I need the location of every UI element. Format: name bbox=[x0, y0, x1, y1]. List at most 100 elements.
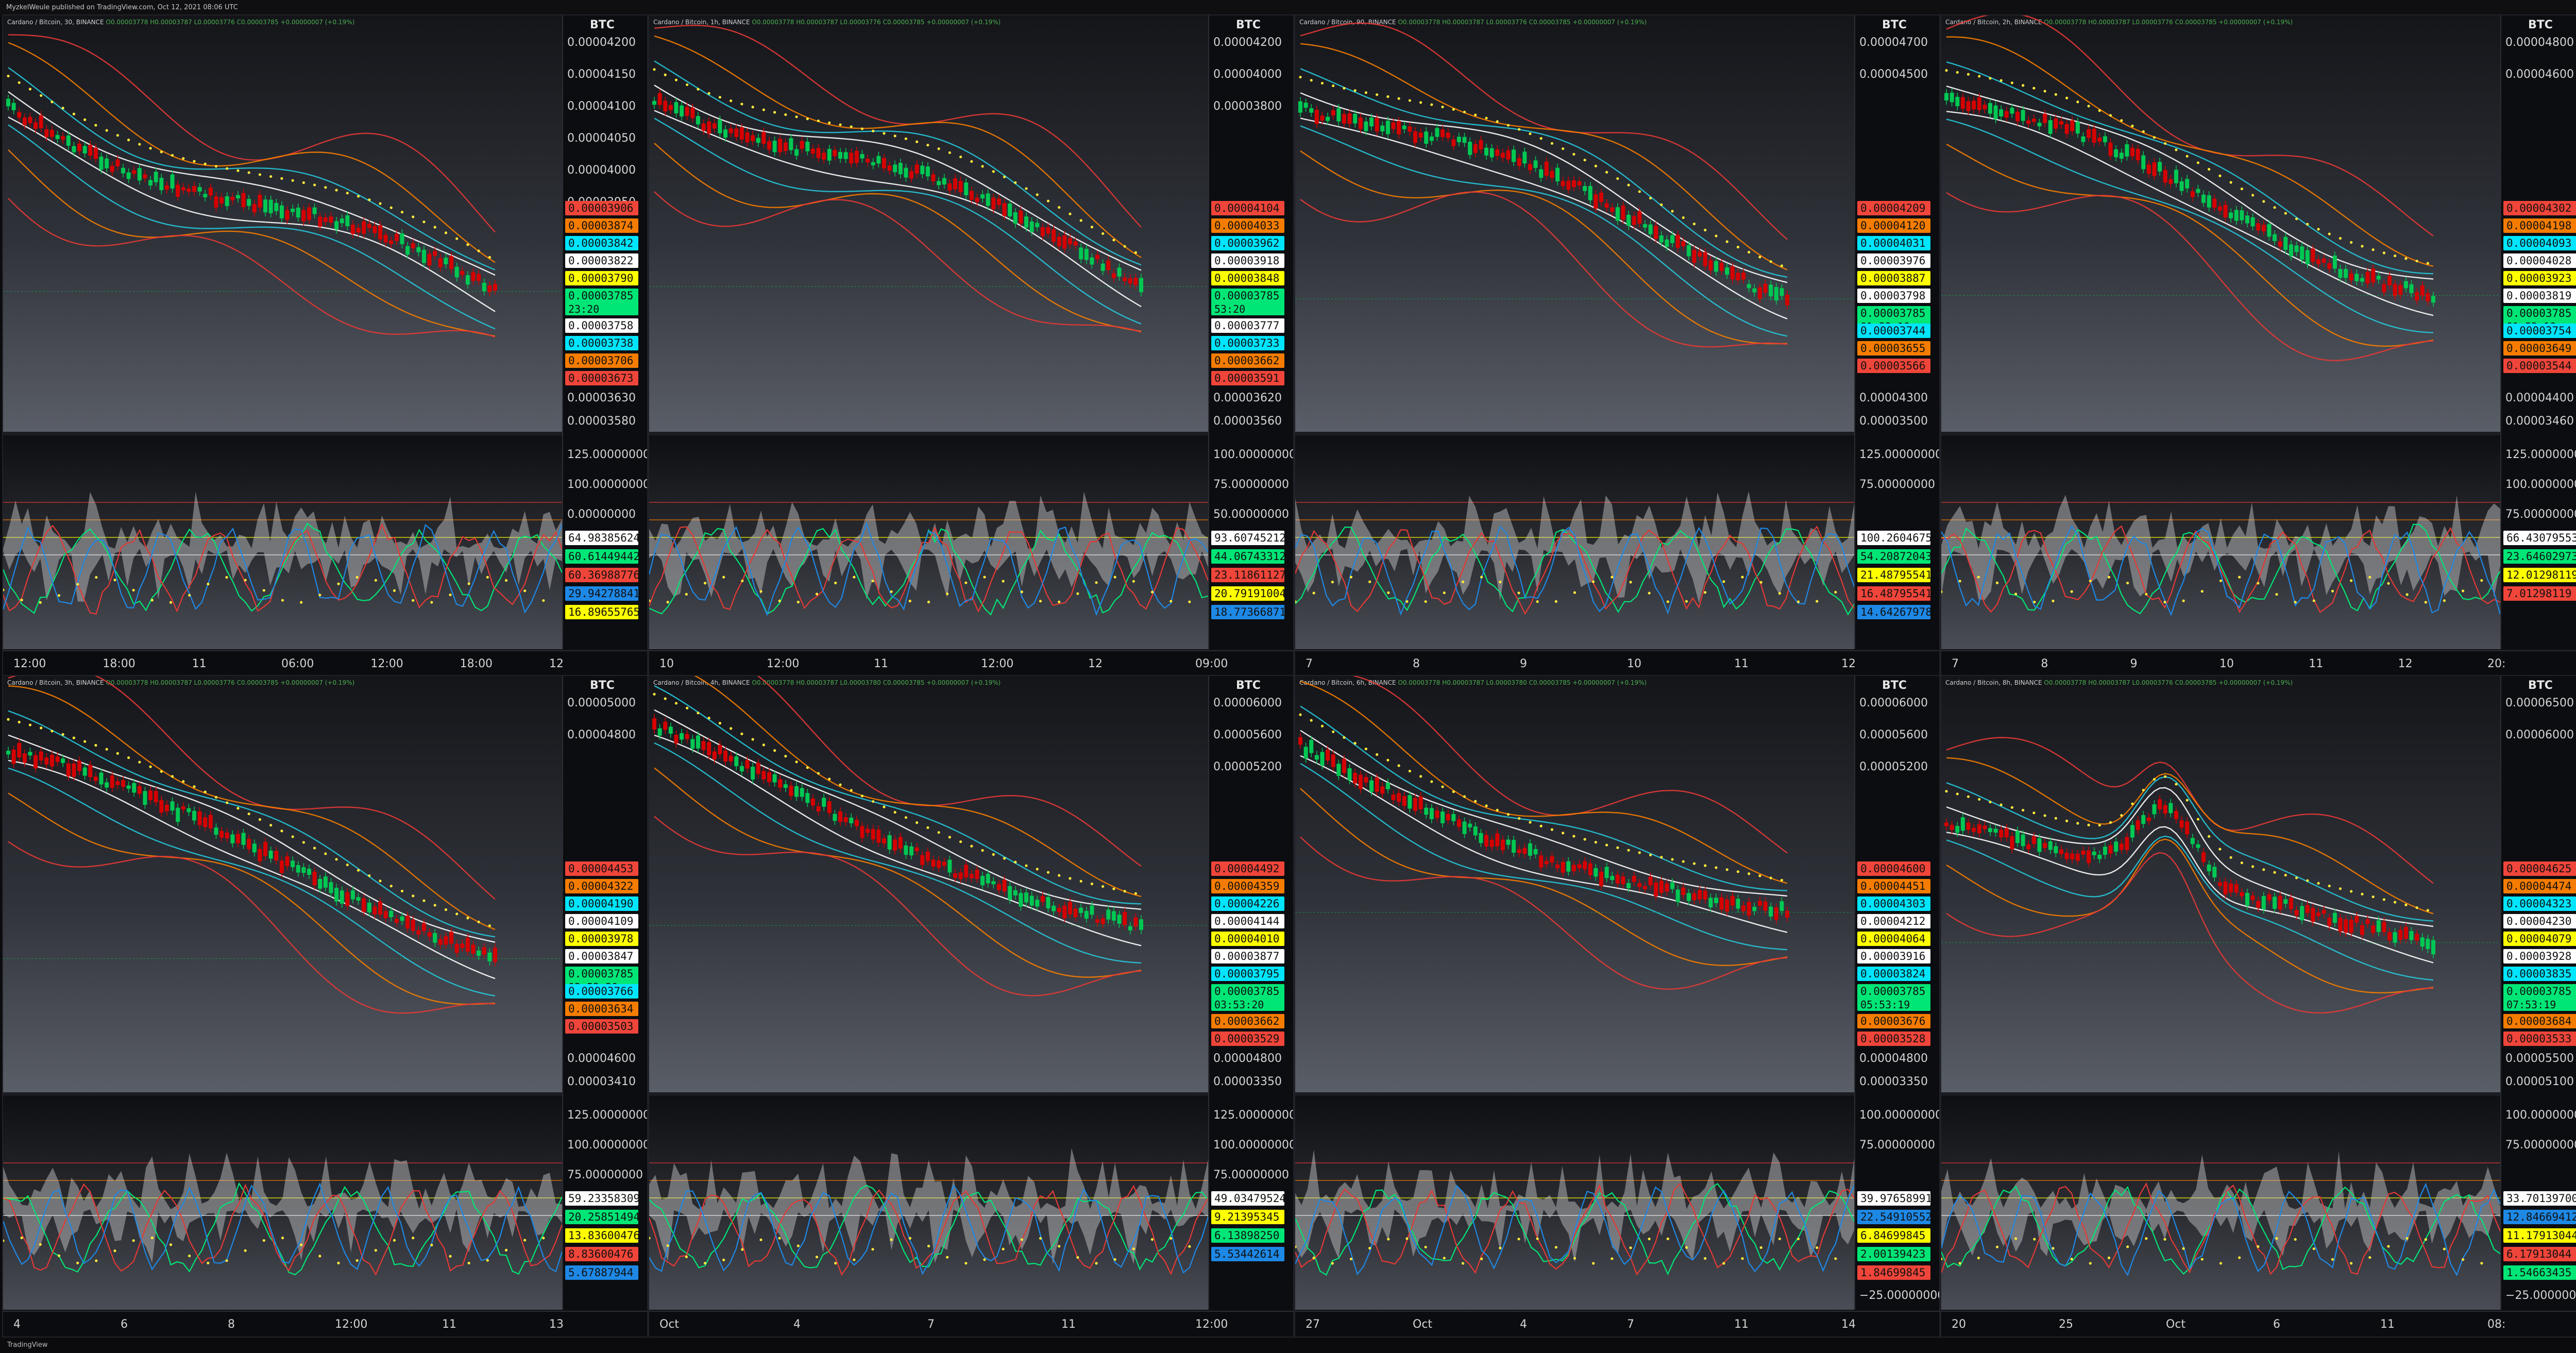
price-axis[interactable]: BTC 0.00004200 0.00004000 0.00003800 0.00003… bbox=[1208, 15, 1293, 649]
oscillator-canvas[interactable] bbox=[1941, 435, 2500, 649]
pane-divider[interactable] bbox=[3, 432, 647, 435]
candle-body bbox=[1993, 105, 1998, 120]
oscillator-line bbox=[1941, 525, 2500, 613]
price-axis[interactable]: BTC 0.00004200 0.00004150 0.00004100 0.00004… bbox=[562, 15, 647, 649]
trend-dot bbox=[1594, 164, 1597, 167]
time-axis[interactable]: 7 8 9 10 11 12 20: bbox=[1941, 650, 2576, 676]
price-axis[interactable]: BTC 0.00006000 0.00005600 0.00005200 0.00004… bbox=[1854, 676, 1939, 1310]
oscillator-canvas[interactable] bbox=[649, 1096, 1208, 1310]
chart-panel[interactable]: Cardano / Bitcoin, 2h, BINANCE O0.000037… bbox=[1940, 14, 2576, 677]
candle-body bbox=[367, 903, 371, 912]
trend-dot bbox=[2087, 105, 2090, 108]
oscillator-pane[interactable] bbox=[1941, 435, 2500, 649]
pane-divider[interactable] bbox=[1941, 1092, 2576, 1096]
oscillator-pane[interactable] bbox=[649, 435, 1208, 649]
symbol-legend[interactable]: Cardano / Bitcoin, 6h, BINANCE O0.000037… bbox=[1299, 679, 1647, 686]
price-axis[interactable]: BTC 0.00006000 0.00005600 0.00005200 0.00004… bbox=[1208, 676, 1293, 1310]
oscillator-tick: 100.00000000 bbox=[1213, 1139, 1293, 1152]
candle-body bbox=[783, 784, 788, 788]
oscillator-pane[interactable] bbox=[1295, 1096, 1854, 1310]
symbol-legend[interactable]: Cardano / Bitcoin, 8h, BINANCE O0.000037… bbox=[1945, 679, 2293, 686]
chart-panel[interactable]: Cardano / Bitcoin, 8h, BINANCE O0.000037… bbox=[1940, 675, 2576, 1338]
chart-panel[interactable]: Cardano / Bitcoin, 4h, BINANCE O0.000037… bbox=[648, 675, 1294, 1338]
candle-body bbox=[1577, 181, 1582, 185]
price-axis[interactable]: BTC 0.00004700 0.00004500 0.00004300 0.00003… bbox=[1854, 15, 1939, 649]
price-chart-canvas[interactable] bbox=[1941, 15, 2500, 432]
price-pane[interactable]: Cardano / Bitcoin, 30, BINANCE O0.000037… bbox=[3, 15, 562, 432]
candle-body bbox=[33, 755, 38, 769]
time-axis[interactable]: 4 6 8 12:00 11 13 bbox=[3, 1311, 647, 1337]
candle-body bbox=[154, 172, 158, 182]
price-label-value: 0.00004093 bbox=[2506, 237, 2572, 249]
time-axis[interactable]: 12:00 18:00 11 06:00 12:00 18:00 12 bbox=[3, 650, 647, 676]
oscillator-pane[interactable] bbox=[649, 1096, 1208, 1310]
oscillator-canvas[interactable] bbox=[1941, 1096, 2500, 1310]
price-pane[interactable]: Cardano / Bitcoin, 90, BINANCE O0.000037… bbox=[1295, 15, 1854, 432]
symbol-legend[interactable]: Cardano / Bitcoin, 30, BINANCE O0.000037… bbox=[7, 19, 354, 26]
price-pane[interactable]: Cardano / Bitcoin, 3h, BINANCE O0.000037… bbox=[3, 676, 562, 1092]
price-axis[interactable]: BTC 0.00005000 0.00004800 0.00004600 0.00003… bbox=[562, 676, 647, 1310]
pane-divider[interactable] bbox=[3, 1092, 647, 1096]
oscillator-canvas[interactable] bbox=[1295, 1096, 1854, 1310]
time-axis[interactable]: 27 Oct 4 7 11 14 bbox=[1295, 1311, 1939, 1337]
price-chart-canvas[interactable] bbox=[3, 676, 562, 1092]
candle-body bbox=[1757, 901, 1762, 906]
price-chart-canvas[interactable] bbox=[1941, 676, 2500, 1092]
trend-dot bbox=[116, 134, 119, 137]
price-chart-canvas[interactable] bbox=[1295, 15, 1854, 432]
price-axis[interactable]: BTC 0.00006500 0.00006000 0.00005500 0.00005… bbox=[2500, 676, 2576, 1310]
time-tick: 8 bbox=[1413, 657, 1420, 670]
chart-panel[interactable]: Cardano / Bitcoin, 30, BINANCE O0.000037… bbox=[2, 14, 648, 677]
time-axis[interactable]: 10 12:00 11 12:00 12 09:00 bbox=[649, 650, 1293, 676]
oscillator-label: 18.77366871 bbox=[1211, 605, 1286, 619]
time-tick: 4 bbox=[793, 1318, 801, 1331]
oscillator-tick: 0.00000000 bbox=[567, 508, 636, 521]
oscillator-cloud bbox=[3, 1153, 562, 1263]
symbol-legend[interactable]: Cardano / Bitcoin, 4h, BINANCE O0.000037… bbox=[653, 679, 1001, 686]
price-label: 0.00003503 bbox=[565, 1019, 638, 1034]
pane-divider[interactable] bbox=[1295, 1092, 1939, 1096]
candle-body bbox=[1435, 810, 1439, 818]
chart-panel[interactable]: Cardano / Bitcoin, 6h, BINANCE O0.000037… bbox=[1294, 675, 1940, 1338]
oscillator-pane[interactable] bbox=[1295, 435, 1854, 649]
pane-divider[interactable] bbox=[1295, 432, 1939, 435]
oscillator-dot bbox=[281, 1237, 284, 1240]
chart-panel[interactable]: Cardano / Bitcoin, 3h, BINANCE O0.000037… bbox=[2, 675, 648, 1338]
candle-body bbox=[1446, 132, 1450, 138]
oscillator-pane[interactable] bbox=[3, 435, 562, 649]
trend-dot bbox=[850, 789, 853, 792]
price-pane[interactable]: Cardano / Bitcoin, 6h, BINANCE O0.000037… bbox=[1295, 676, 1854, 1092]
candle-body bbox=[778, 779, 783, 788]
price-chart-canvas[interactable] bbox=[649, 15, 1208, 432]
trend-dot bbox=[466, 243, 469, 246]
symbol-legend[interactable]: Cardano / Bitcoin, 3h, BINANCE O0.000037… bbox=[7, 679, 354, 686]
oscillator-canvas[interactable] bbox=[3, 1096, 562, 1310]
oscillator-pane[interactable] bbox=[3, 1096, 562, 1310]
oscillator-canvas[interactable] bbox=[1295, 435, 1854, 649]
price-pane[interactable]: Cardano / Bitcoin, 1h, BINANCE O0.000037… bbox=[649, 15, 1208, 432]
candle-body bbox=[1725, 899, 1730, 912]
price-pane[interactable]: Cardano / Bitcoin, 8h, BINANCE O0.000037… bbox=[1941, 676, 2500, 1092]
price-axis[interactable]: BTC 0.00004800 0.00004600 0.00004400 0.00003… bbox=[2500, 15, 2576, 649]
time-axis[interactable]: 20 25 Oct 6 11 08: bbox=[1941, 1311, 2576, 1337]
price-chart-canvas[interactable] bbox=[1295, 676, 1854, 1092]
chart-panel[interactable]: Cardano / Bitcoin, 90, BINANCE O0.000037… bbox=[1294, 14, 1940, 677]
candle-body bbox=[800, 141, 804, 149]
oscillator-canvas[interactable] bbox=[3, 435, 562, 649]
price-pane[interactable]: Cardano / Bitcoin, 4h, BINANCE O0.000037… bbox=[649, 676, 1208, 1092]
time-tick: 11 bbox=[2309, 657, 2324, 670]
pane-divider[interactable] bbox=[649, 1092, 1293, 1096]
trend-dot bbox=[1419, 101, 1422, 104]
price-chart-canvas[interactable] bbox=[3, 15, 562, 432]
chart-panel[interactable]: Cardano / Bitcoin, 1h, BINANCE O0.000037… bbox=[648, 14, 1294, 677]
time-axis[interactable]: 7 8 9 10 11 12 bbox=[1295, 650, 1939, 676]
time-axis[interactable]: Oct 4 7 11 12:00 bbox=[649, 1311, 1293, 1337]
oscillator-dot bbox=[1113, 1258, 1116, 1261]
symbol-legend[interactable]: Cardano / Bitcoin, 1h, BINANCE O0.000037… bbox=[653, 19, 1001, 26]
pane-divider[interactable] bbox=[1941, 432, 2576, 435]
price-chart-canvas[interactable] bbox=[649, 676, 1208, 1092]
oscillator-pane[interactable] bbox=[1941, 1096, 2500, 1310]
price-pane[interactable]: Cardano / Bitcoin, 2h, BINANCE O0.000037… bbox=[1941, 15, 2500, 432]
pane-divider[interactable] bbox=[649, 432, 1293, 435]
oscillator-canvas[interactable] bbox=[649, 435, 1208, 649]
